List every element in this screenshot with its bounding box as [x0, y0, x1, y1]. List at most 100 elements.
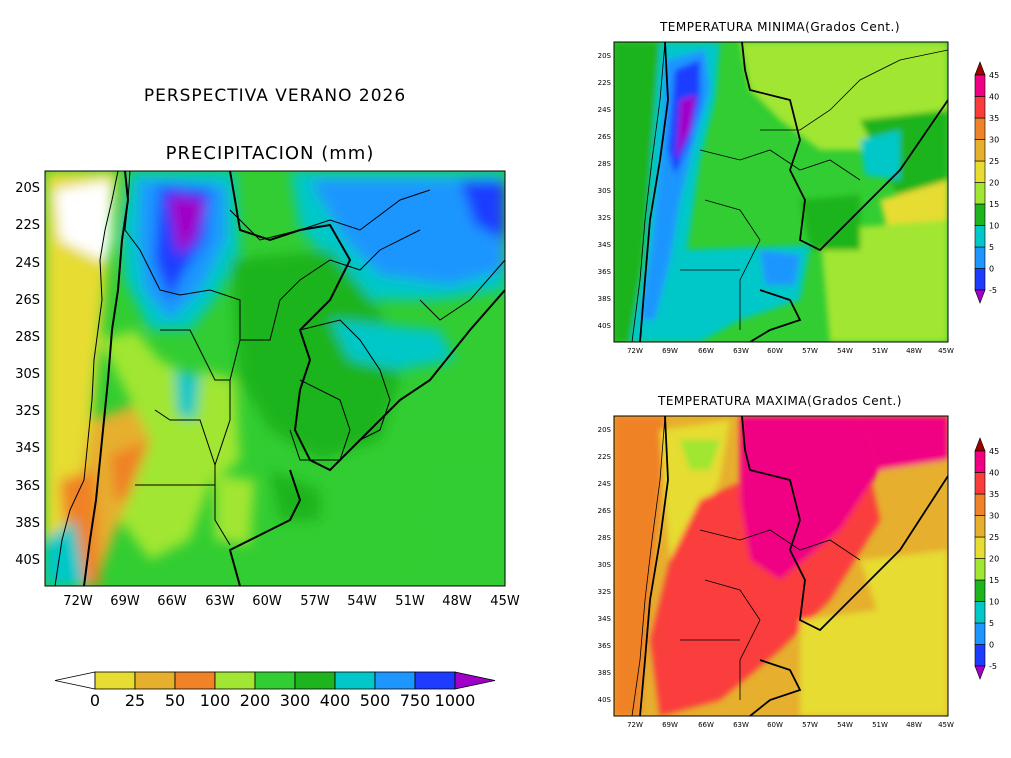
temp-legend-label: 10 — [989, 222, 999, 231]
precip-lat-36s: 36S — [15, 479, 40, 494]
temp-legend-label: 45 — [989, 71, 999, 80]
temp-legend-label: 20 — [989, 555, 999, 564]
tmin-lon-48w: 48W — [906, 347, 922, 355]
tmin-lon-axis: 72W 69W 66W 63W 60W 57W 54W 51W 48W 45W — [627, 347, 954, 355]
temp-legend-swatch — [974, 536, 986, 559]
tmin-lon-72w: 72W — [627, 347, 643, 355]
precip-lon-69w: 69W — [110, 594, 140, 609]
tmax-lon-69w: 69W — [662, 721, 678, 729]
precip-lon-45w: 45W — [490, 594, 520, 609]
tmax-title: TEMPERATURA MAXIMA(Grados Cent.) — [658, 394, 902, 408]
precip-legend-label: 500 — [360, 691, 391, 710]
temp-legend-swatch — [974, 493, 986, 516]
temp-legend-label: 35 — [989, 490, 999, 499]
precip-lat-32s: 32S — [15, 404, 40, 419]
temp-legend-label: 40 — [989, 93, 999, 102]
tmax-lon-51w: 51W — [872, 721, 888, 729]
temp-legend-swatch — [974, 558, 986, 581]
temp-legend-swatch — [974, 74, 986, 97]
precip-lon-54w: 54W — [347, 594, 377, 609]
temp-legend-label: 10 — [989, 598, 999, 607]
temp-legend-label: 25 — [989, 533, 999, 542]
precip-lat-22s: 22S — [15, 218, 40, 233]
temp-legend-label: 5 — [989, 243, 994, 252]
tmin-lat-24s: 24S — [598, 106, 612, 114]
temp-legend-swatch — [974, 450, 986, 473]
precip-legend-swatch — [374, 671, 416, 690]
precip-lon-72w: 72W — [63, 594, 93, 609]
tmax-map-frame — [613, 415, 949, 717]
precip-lat-20s: 20S — [15, 181, 40, 196]
precip-legend-swatch — [414, 671, 456, 690]
precip-lat-30s: 30S — [15, 367, 40, 382]
temp-legend-label: 15 — [989, 576, 999, 585]
precip-lon-51w: 51W — [395, 594, 425, 609]
temp-legend-swatch — [974, 644, 986, 667]
tmin-lon-66w: 66W — [698, 347, 714, 355]
tmin-lat-axis: 20S 22S 24S 26S 28S 30S 32S 34S 36S 38S … — [598, 52, 612, 330]
temp-legend-swatch — [974, 139, 986, 162]
tmin-lon-69w: 69W — [662, 347, 678, 355]
tmax-lon-54w: 54W — [837, 721, 853, 729]
tmin-lat-26s: 26S — [598, 133, 612, 141]
temp-legend-label: 0 — [989, 265, 994, 274]
tmax-legend: -5 0 5 10 15 20 25 30 35 40 45 — [974, 437, 999, 680]
tmax-lat-26s: 26S — [598, 507, 612, 515]
tmax-lat-22s: 22S — [598, 453, 612, 461]
tmin-lon-60w: 60W — [767, 347, 783, 355]
temp-legend-swatch — [974, 579, 986, 602]
tmin-lat-32s: 32S — [598, 214, 612, 222]
tmax-lat-36s: 36S — [598, 642, 612, 650]
temp-legend-swatch — [974, 515, 986, 538]
temp-legend-swatch — [974, 160, 986, 183]
precip-legend-tip-high — [454, 671, 496, 690]
temp-legend-tip-high — [974, 61, 986, 76]
temp-legend-tip-high — [974, 437, 986, 452]
precip-legend-tip-low — [54, 671, 96, 690]
tmax-lat-axis: 20S 22S 24S 26S 28S 30S 32S 34S 36S 38S … — [598, 426, 612, 704]
tmax-lon-66w: 66W — [698, 721, 714, 729]
temp-legend-swatch — [974, 117, 986, 140]
tmax-lat-28s: 28S — [598, 534, 612, 542]
precip-title: PRECIPITACION (mm) — [165, 143, 375, 164]
tmax-lat-20s: 20S — [598, 426, 612, 434]
precip-legend-label: 300 — [280, 691, 311, 710]
temp-legend-label: 35 — [989, 114, 999, 123]
tmax-lat-40s: 40S — [598, 696, 612, 704]
precip-lat-24s: 24S — [15, 256, 40, 271]
precip-legend-label: 50 — [165, 691, 185, 710]
temp-legend-swatch — [974, 182, 986, 205]
precip-legend-swatch — [334, 671, 376, 690]
precip-lon-63w: 63W — [205, 594, 235, 609]
tmax-lat-38s: 38S — [598, 669, 612, 677]
temp-legend-label: 0 — [989, 641, 994, 650]
precip-legend-swatch — [134, 671, 176, 690]
temp-legend-swatch — [974, 268, 986, 291]
tmin-lon-45w: 45W — [938, 347, 954, 355]
temp-legend-tip-low — [974, 289, 986, 304]
temp-legend-swatch — [974, 96, 986, 119]
temp-legend-swatch — [974, 472, 986, 495]
temp-legend-label: -5 — [989, 662, 997, 671]
precip-legend-label: 750 — [400, 691, 431, 710]
temp-legend-swatch — [974, 203, 986, 226]
tmax-lon-60w: 60W — [767, 721, 783, 729]
tmin-lat-40s: 40S — [598, 322, 612, 330]
temp-legend-label: 5 — [989, 619, 994, 628]
tmin-lat-28s: 28S — [598, 160, 612, 168]
precip-legend-swatch — [174, 671, 216, 690]
precip-lon-axis: 72W 69W 66W 63W 60W 57W 54W 51W 48W 45W — [63, 594, 520, 609]
tmin-map-frame — [613, 41, 949, 343]
tmin-lat-36s: 36S — [598, 268, 612, 276]
tmax-lat-30s: 30S — [598, 561, 612, 569]
tmin-lat-20s: 20S — [598, 52, 612, 60]
precip-map-frame — [44, 170, 506, 587]
precip-legend-label: 400 — [320, 691, 351, 710]
tmax-lon-48w: 48W — [906, 721, 922, 729]
temp-legend-swatch — [974, 601, 986, 624]
temp-legend-label: -5 — [989, 286, 997, 295]
precip-lon-66w: 66W — [157, 594, 187, 609]
temp-legend-swatch — [974, 225, 986, 248]
tmax-lat-32s: 32S — [598, 588, 612, 596]
temp-legend-label: 40 — [989, 469, 999, 478]
